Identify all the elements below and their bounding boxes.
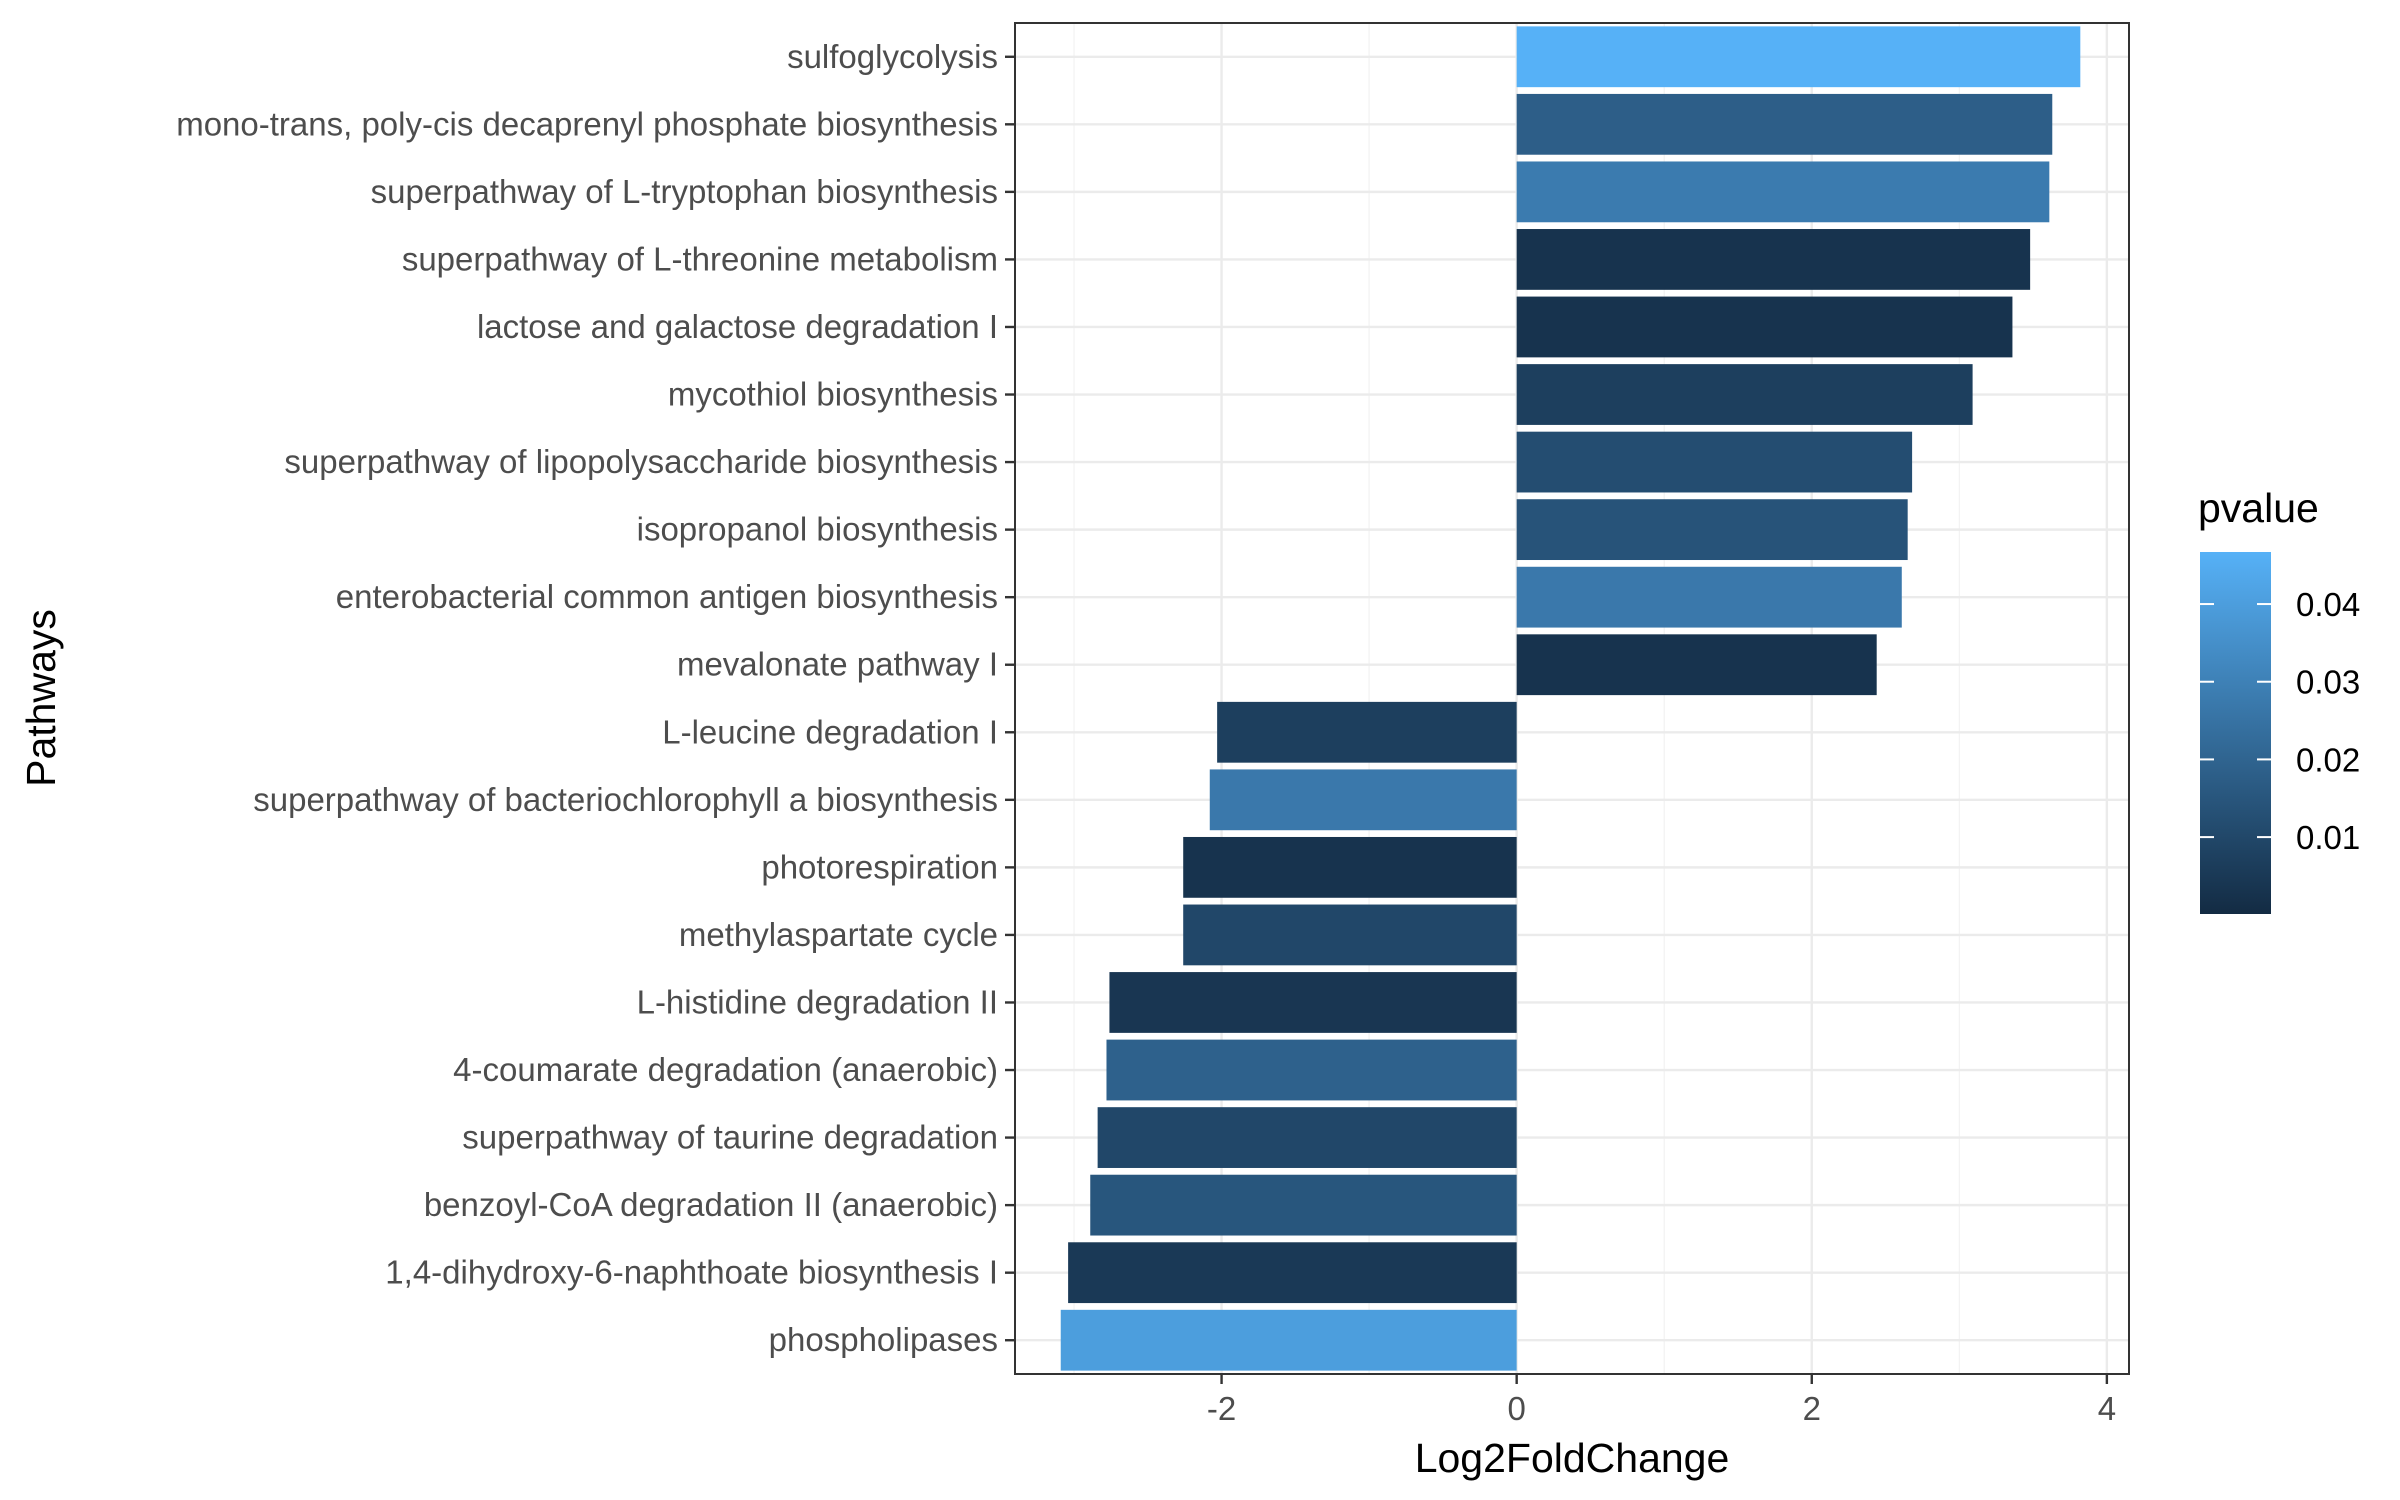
x-tick-label: 0	[1507, 1390, 1525, 1427]
y-tick-label: superpathway of taurine degradation	[462, 1119, 998, 1156]
y-tick-label: superpathway of L-tryptophan biosynthesi…	[371, 173, 998, 210]
legend-tick-label: 0.01	[2296, 819, 2360, 856]
bar	[1516, 364, 1973, 425]
legend-ticks: 0.01 0.02 0.03 0.04	[2200, 586, 2360, 856]
y-tick-label: L-leucine degradation I	[662, 713, 998, 750]
bar	[1516, 296, 2013, 358]
bar	[1516, 431, 1913, 493]
y-tick-label: enterobacterial common antigen biosynthe…	[336, 578, 998, 615]
plot-panel-border	[1014, 22, 2130, 1375]
bar	[1516, 93, 2053, 155]
bar	[1516, 26, 2081, 88]
y-tick-label: superpathway of lipopolysaccharide biosy…	[284, 443, 998, 480]
x-tick-label: 2	[1803, 1390, 1821, 1427]
bar	[1217, 701, 1517, 763]
y-tick-label: superpathway of bacteriochlorophyll a bi…	[253, 781, 998, 818]
bar	[1516, 566, 1902, 628]
bar	[1516, 161, 2050, 223]
bars	[1060, 26, 2081, 1371]
y-tick-label: photorespiration	[761, 848, 998, 885]
x-axis-ticks: -2 0 2 4	[1207, 1374, 2116, 1427]
y-tick-label: L-histidine degradation II	[637, 983, 998, 1020]
legend-colorbar	[2200, 552, 2271, 914]
y-tick-label: benzoyl-CoA degradation II (anaerobic)	[424, 1186, 998, 1223]
x-axis-title: Log2FoldChange	[1415, 1435, 1730, 1481]
legend-title: pvalue	[2198, 485, 2319, 531]
legend-tick-label: 0.02	[2296, 741, 2360, 778]
y-tick-label: 1,4-dihydroxy-6-naphthoate biosynthesis …	[385, 1254, 998, 1291]
y-tick-label: mevalonate pathway I	[677, 646, 998, 683]
x-tick-label: 4	[2098, 1390, 2116, 1427]
bar	[1097, 1107, 1517, 1168]
y-tick-label: methylaspartate cycle	[679, 916, 998, 953]
y-axis-title: Pathways	[18, 609, 64, 787]
bar	[1068, 1242, 1517, 1304]
bar	[1183, 836, 1517, 898]
legend-tick-label: 0.03	[2296, 664, 2360, 701]
bar	[1109, 972, 1517, 1033]
legend-tick-label: 0.04	[2296, 586, 2360, 623]
y-tick-label: isopropanol biosynthesis	[637, 511, 998, 548]
bar	[1106, 1039, 1517, 1101]
y-tick-label: sulfoglycolysis	[787, 38, 998, 75]
y-tick-label: mono-trans, poly-cis decaprenyl phosphat…	[176, 105, 998, 142]
y-tick-label: mycothiol biosynthesis	[668, 376, 998, 413]
y-tick-label: phospholipases	[769, 1321, 998, 1358]
y-tick-label: 4-coumarate degradation (anaerobic)	[453, 1051, 998, 1088]
bar	[1090, 1174, 1517, 1236]
bar	[1209, 769, 1517, 831]
y-tick-label: lactose and galactose degradation I	[477, 308, 998, 345]
y-axis-ticks: sulfoglycolysis mono-trans, poly-cis deca…	[176, 38, 1015, 1358]
color-legend: pvalue 0.01 0.02 0.03 0.04	[2198, 485, 2360, 914]
y-tick-label: superpathway of L-threonine metabolism	[402, 240, 998, 277]
bar	[1183, 904, 1517, 966]
plot-panel-background	[1015, 23, 2129, 1374]
bar	[1516, 229, 2031, 290]
bar	[1516, 634, 1877, 696]
bar	[1060, 1309, 1517, 1371]
bar	[1516, 499, 1908, 561]
x-tick-label: -2	[1207, 1390, 1236, 1427]
